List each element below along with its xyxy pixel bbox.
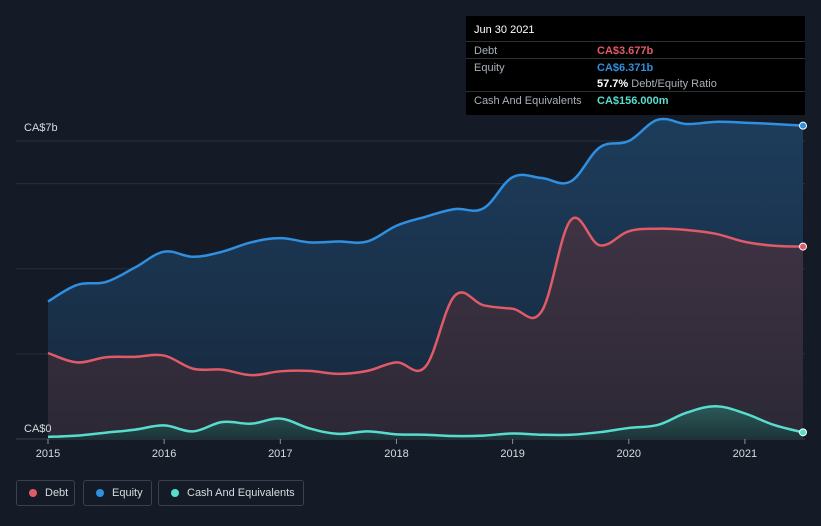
tooltip-key: Debt <box>474 45 498 57</box>
x-axis-ticks: 2015 2016 2017 2018 2019 2020 2021 <box>36 439 757 460</box>
x-tick-label: 2018 <box>384 448 408 460</box>
debt-area <box>48 217 803 439</box>
series-endpoints <box>799 121 807 437</box>
equity-dot-icon <box>96 489 104 497</box>
tooltip-key: Cash And Equivalents <box>474 95 582 107</box>
x-tick-label: 2021 <box>733 448 757 460</box>
ratio-label: Debt/Equity Ratio <box>631 78 717 90</box>
y-axis-bottom-label: CA$0 <box>24 423 52 435</box>
tooltip-ratio: 57.7% Debt/Equity Ratio <box>597 78 717 90</box>
x-tick-label: 2017 <box>268 448 292 460</box>
tooltip-row-ratio: 57.7% Debt/Equity Ratio <box>466 75 805 92</box>
legend-item-debt[interactable]: Debt <box>16 480 75 506</box>
tooltip-row-debt: Debt CA$3.677b <box>466 41 805 59</box>
debt-endpoint[interactable] <box>799 242 807 251</box>
x-tick-label: 2016 <box>152 448 176 460</box>
legend-label: Equity <box>112 487 143 499</box>
legend-label: Debt <box>45 487 69 499</box>
series-lines <box>47 117 804 439</box>
x-tick-label: 2019 <box>500 448 524 460</box>
ratio-value: 57.7% <box>597 78 629 90</box>
series-areas <box>48 118 803 440</box>
x-tick-label: 2015 <box>36 448 60 460</box>
debt-line <box>47 216 804 377</box>
legend-item-cash[interactable]: Cash And Equivalents <box>158 480 304 506</box>
tooltip-row-equity: Equity CA$6.371b <box>466 58 805 76</box>
equity-line <box>47 117 804 303</box>
tooltip-value: CA$3.677b <box>597 45 654 57</box>
legend-label: Cash And Equivalents <box>187 487 295 499</box>
x-tick-label: 2020 <box>617 448 641 460</box>
y-axis-top-label: CA$7b <box>24 122 58 134</box>
cash-endpoint[interactable] <box>799 428 807 437</box>
cash-line <box>47 404 804 439</box>
tooltip-panel: Jun 30 2021 Debt CA$3.677b Equity CA$6.3… <box>466 16 805 115</box>
tooltip-key: Equity <box>474 62 505 74</box>
equity-endpoint[interactable] <box>799 121 807 130</box>
cash-dot-icon <box>171 489 179 497</box>
legend-item-equity[interactable]: Equity <box>83 480 152 506</box>
tooltip-value: CA$6.371b <box>597 62 654 74</box>
tooltip-row-cash: Cash And Equivalents CA$156.000m <box>466 91 805 109</box>
tooltip-date: Jun 30 2021 <box>474 24 535 36</box>
tooltip-value: CA$156.000m <box>597 95 669 107</box>
debt-dot-icon <box>29 489 37 497</box>
